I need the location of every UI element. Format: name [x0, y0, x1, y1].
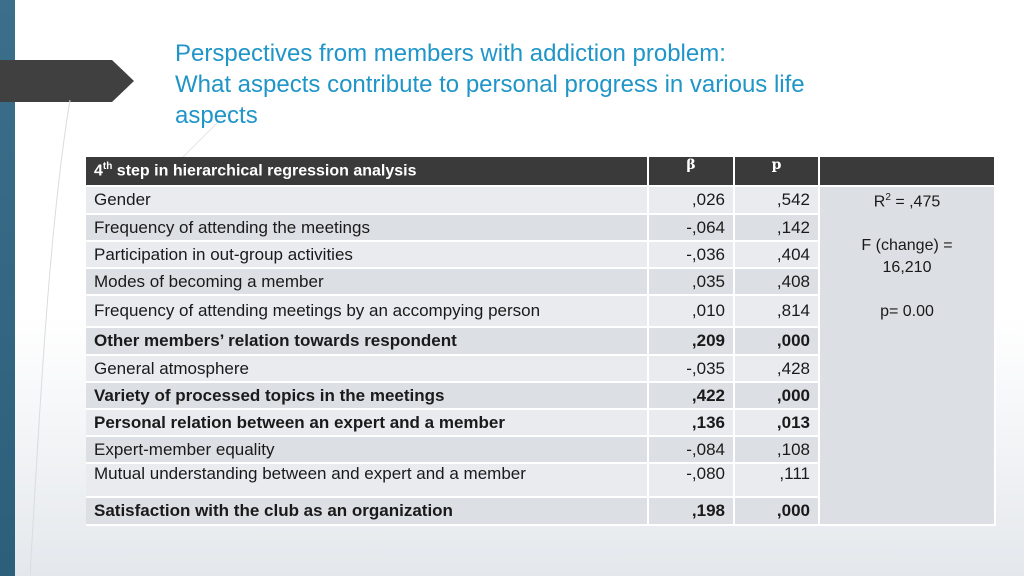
row-beta: -,036: [648, 241, 735, 269]
row-p: ,428: [734, 355, 820, 383]
row-beta: ,010: [648, 295, 735, 328]
row-beta: -,080: [648, 463, 735, 498]
regression-table: 4th step in hierarchical regression anal…: [86, 157, 996, 526]
row-p: ,814: [734, 295, 820, 328]
row-label: Variety of processed topics in the meeti…: [86, 382, 649, 410]
r-squared: R2 = ,475: [873, 192, 941, 211]
row-p: ,408: [734, 268, 820, 296]
table-row: Personal relation between an expert and …: [86, 409, 995, 437]
table-row: Gender ,026,542 R2 = ,475 F (change) = 16,21…: [86, 186, 996, 526]
table-row: Variety of processed topics in the meeti…: [86, 382, 995, 410]
row-p: ,013: [734, 409, 820, 437]
table-row: Frequency of attending meetings by an ac…: [86, 295, 995, 328]
table-header-row: 4th step in hierarchical regression anal…: [86, 157, 996, 187]
row-beta: ,026: [648, 186, 735, 215]
row-beta: ,198: [648, 497, 735, 526]
row-p: ,542: [734, 186, 820, 215]
model-stats-cell: R2 = ,475 F (change) = 16,210 p= 0.00: [819, 186, 996, 526]
header-stats: [819, 157, 996, 187]
row-beta: ,209: [648, 327, 735, 356]
title-line-3: aspects: [175, 102, 258, 129]
row-label: Modes of becoming a member: [86, 268, 649, 296]
row-beta: ,422: [648, 382, 735, 410]
title-line-2: What aspects contribute to personal prog…: [175, 71, 805, 98]
row-p: ,000: [734, 497, 820, 526]
table-row: Frequency of attending the meetings -,064…: [86, 214, 995, 242]
title-line-1: Perspectives from members with addiction…: [175, 40, 726, 67]
slide-title: Perspectives from members with addiction…: [175, 38, 975, 131]
row-beta: -,084: [648, 436, 735, 464]
model-p-value: p= 0.00: [880, 303, 934, 321]
header-step-label: 4th step in hierarchical regression anal…: [86, 157, 649, 187]
row-beta: ,136: [648, 409, 735, 437]
table-row: Other members’ relation towards responde…: [86, 327, 995, 356]
row-p: ,111: [734, 463, 820, 498]
row-label: Personal relation between an expert and …: [86, 409, 649, 437]
row-label: Participation in out-group activities: [86, 241, 649, 269]
row-p: ,000: [734, 382, 820, 410]
row-label: Frequency of attending the meetings: [86, 214, 649, 242]
table-row: Participation in out-group activities -,0…: [86, 241, 995, 269]
row-p: ,108: [734, 436, 820, 464]
row-label: Expert-member equality: [86, 436, 649, 464]
table-row: Mutual understanding between and expert …: [86, 463, 995, 498]
row-beta: ,035: [648, 268, 735, 296]
table-row: General atmosphere -,035,428: [86, 355, 995, 383]
left-accent-bar: [0, 0, 15, 576]
row-label: Frequency of attending meetings by an ac…: [86, 295, 649, 328]
row-p: ,142: [734, 214, 820, 242]
row-label: General atmosphere: [86, 355, 649, 383]
header-p: p: [734, 157, 820, 187]
f-change: F (change) = 16,210: [861, 237, 953, 277]
row-beta: -,035: [648, 355, 735, 383]
row-p: ,000: [734, 327, 820, 356]
row-label: Other members’ relation towards responde…: [86, 327, 649, 356]
table-row: Modes of becoming a member ,035,408: [86, 268, 995, 296]
table-row: Expert-member equality -,084,108: [86, 436, 995, 464]
row-label: Gender: [86, 186, 649, 215]
table-row: Satisfaction with the club as an organiz…: [86, 497, 995, 526]
row-label: Mutual understanding between and expert …: [86, 463, 649, 498]
title-arrow-marker: [0, 60, 134, 102]
header-beta: β: [648, 157, 735, 187]
row-beta: -,064: [648, 214, 735, 242]
row-label: Satisfaction with the club as an organiz…: [86, 497, 649, 526]
row-p: ,404: [734, 241, 820, 269]
